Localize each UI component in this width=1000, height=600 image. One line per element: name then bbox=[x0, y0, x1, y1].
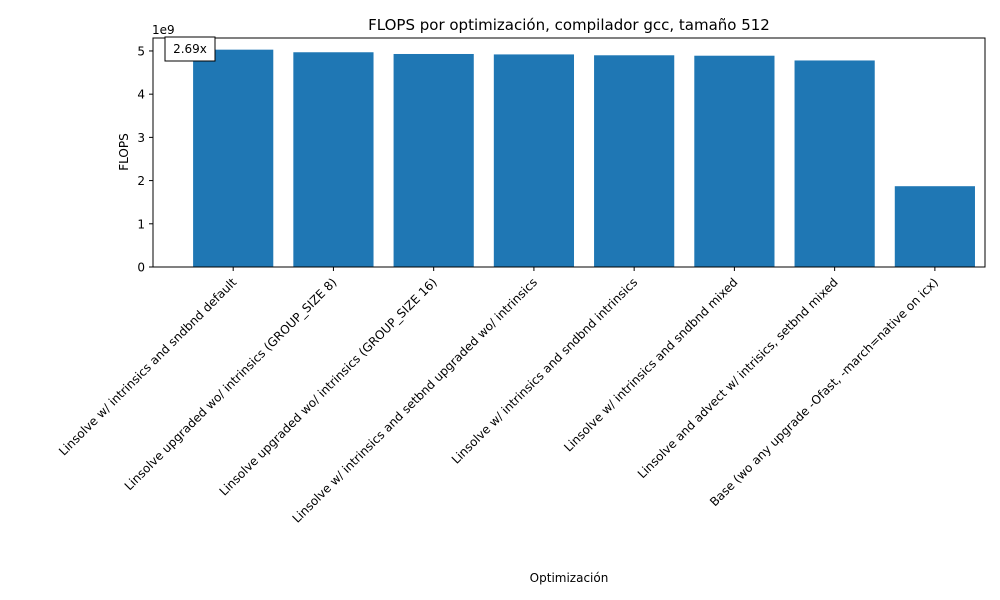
x-tick-label: Linsolve upgraded wo/ intrinsics (GROUP_… bbox=[122, 275, 340, 493]
bar bbox=[694, 55, 775, 268]
y-tick-label: 3 bbox=[137, 131, 145, 145]
x-tick-label: Linsolve upgraded wo/ intrinsics (GROUP_… bbox=[217, 275, 440, 498]
plot-frame bbox=[152, 37, 986, 268]
y-tick-label: 0 bbox=[137, 261, 145, 275]
bar bbox=[293, 52, 374, 268]
bars bbox=[193, 49, 975, 268]
bar bbox=[794, 60, 875, 267]
bar bbox=[493, 54, 575, 267]
y-tick-label: 5 bbox=[137, 44, 145, 58]
x-ticks: Linsolve w/ intrinsics and sndbnd defaul… bbox=[56, 267, 941, 526]
x-tick-label: Linsolve w/ intrinsics and setbnd upgrad… bbox=[290, 275, 540, 525]
annotation-text: 2.69x bbox=[173, 42, 207, 56]
chart-title: FLOPS por optimización, compilador gcc, … bbox=[368, 16, 770, 34]
y-multiplier-label: 1e9 bbox=[152, 23, 175, 37]
bar bbox=[193, 49, 274, 267]
x-tick-label: Base (wo any upgrade -Ofast, -march=nati… bbox=[707, 275, 941, 509]
bar bbox=[894, 186, 975, 267]
x-tick-label: Linsolve w/ intrinsics and sndbnd intrin… bbox=[449, 275, 640, 466]
y-ticks: 0 1 2 3 4 5 bbox=[137, 44, 153, 275]
y-tick-label: 4 bbox=[137, 88, 145, 102]
bar bbox=[393, 53, 474, 268]
annotation-box: 2.69x bbox=[164, 36, 216, 62]
y-tick-label: 2 bbox=[137, 174, 145, 188]
x-tick-label: Linsolve and advect w/ intrisics, setbnd… bbox=[635, 275, 841, 481]
y-axis-label: FLOPS bbox=[117, 133, 131, 170]
x-tick-label: Linsolve w/ intrinsics and sndbnd mixed bbox=[561, 275, 740, 454]
x-axis-label: Optimización bbox=[530, 571, 609, 585]
x-tick-label: Linsolve w/ intrinsics and sndbnd defaul… bbox=[56, 275, 239, 458]
bar bbox=[594, 55, 675, 267]
y-tick-label: 1 bbox=[137, 217, 145, 231]
